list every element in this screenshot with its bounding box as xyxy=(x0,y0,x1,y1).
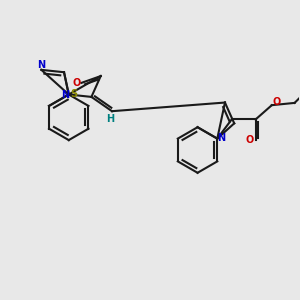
Text: O: O xyxy=(72,78,80,88)
Text: N: N xyxy=(61,89,69,100)
Text: O: O xyxy=(273,97,281,107)
Text: O: O xyxy=(245,135,254,145)
Text: N: N xyxy=(217,133,225,142)
Text: H: H xyxy=(106,114,114,124)
Text: N: N xyxy=(37,60,45,70)
Text: S: S xyxy=(70,88,77,98)
